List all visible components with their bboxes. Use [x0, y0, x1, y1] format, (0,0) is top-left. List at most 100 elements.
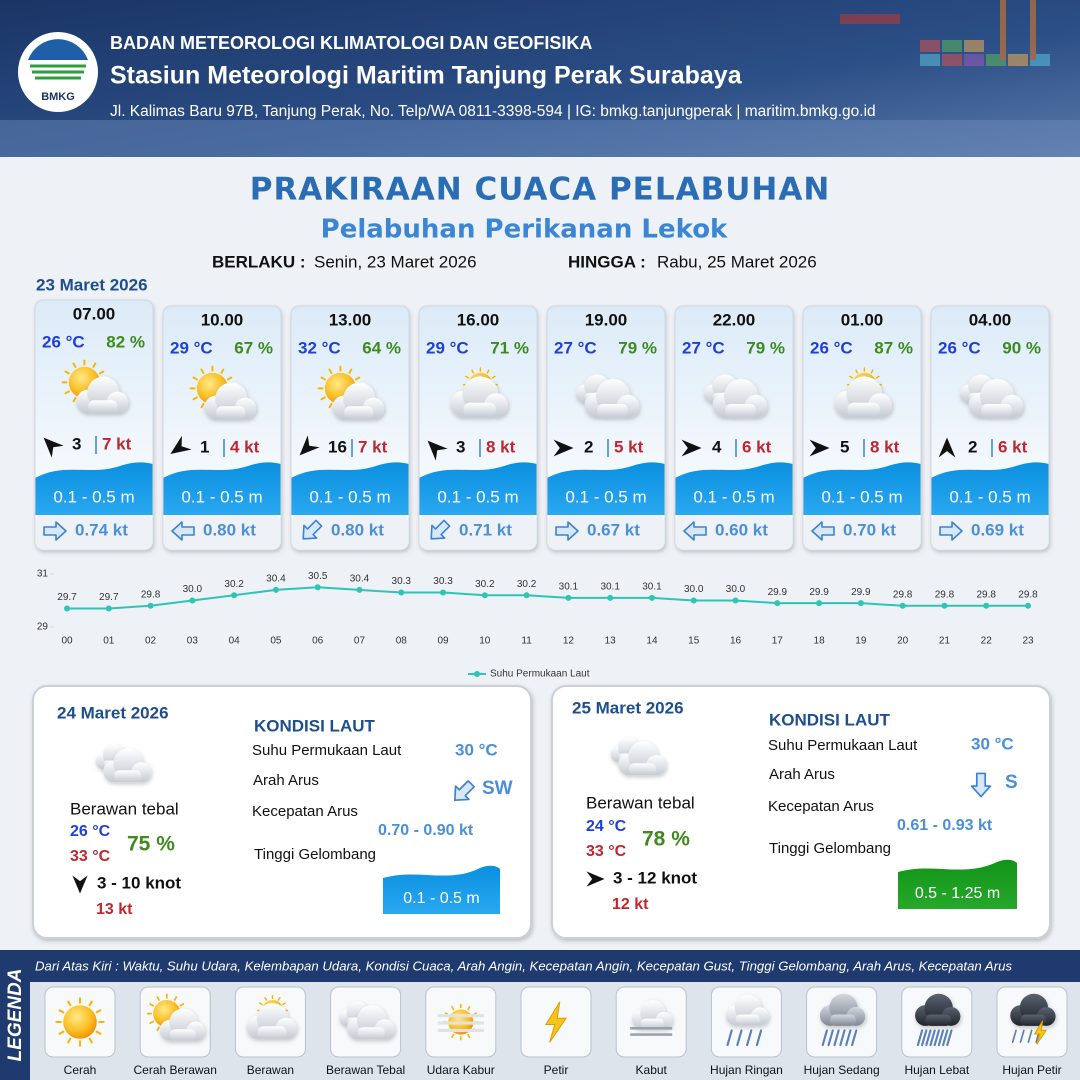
current-speed: 0.60 kt [715, 520, 768, 539]
value-label: 30.0 [183, 584, 203, 595]
sun-ray [226, 376, 233, 381]
sun-ray [451, 1033, 455, 1039]
sun-ray [72, 362, 77, 368]
organization: BADAN METEOROLOGI KLIMATOLOGI DAN GEOFIS… [110, 33, 592, 53]
wind-arrow [72, 875, 88, 894]
sun-ray [58, 1030, 65, 1035]
cloud [834, 376, 892, 418]
cloud-base [1020, 1014, 1047, 1026]
wave-height: 0.1 - 0.5 m [949, 487, 1030, 506]
day-date: 25 Maret 2026 [572, 698, 684, 717]
wave-height: 0.1 - 0.5 m [53, 487, 134, 506]
card-border [290, 305, 410, 551]
wind-speed: 3 [72, 434, 81, 453]
wind-arrow [809, 439, 830, 457]
sea-heading: KONDISI LAUT [769, 710, 891, 729]
value-label: 29.9 [809, 587, 829, 598]
rain-drop [942, 1029, 949, 1047]
wind-speed: 2 [968, 437, 977, 456]
rain-drop [755, 1029, 763, 1047]
legend-item [139, 986, 211, 1058]
cloud-base [725, 403, 756, 418]
value-label: 29.7 [57, 592, 77, 603]
sun-ray [72, 396, 77, 403]
rain-drop [827, 1029, 834, 1047]
humidity: 90 % [1002, 338, 1041, 357]
wave-height: 0.1 - 0.5 m [821, 487, 902, 506]
rain-drop [929, 1029, 936, 1047]
wind-speed: 5 [840, 437, 849, 456]
sun-ray [149, 1020, 155, 1025]
sun-ray [192, 376, 198, 381]
forecast-card [802, 305, 922, 551]
gust: 6 kt [998, 437, 1028, 456]
wave-shape [675, 462, 793, 515]
sun-ray [156, 1026, 160, 1032]
gust: 4 kt [230, 437, 260, 456]
condition: Berawan tebal [70, 799, 179, 818]
x-tick-label: 20 [897, 636, 909, 647]
temperature: 32 °C [298, 338, 341, 357]
x-tick-label: 22 [981, 636, 993, 647]
card-border [546, 305, 666, 551]
logo-stripes [30, 64, 86, 80]
value-label: 30.4 [266, 574, 286, 585]
sun-ray [486, 369, 490, 374]
card-footer [36, 515, 152, 549]
rain-drop [736, 1029, 743, 1047]
value-label: 30.0 [684, 584, 704, 595]
day-panel [551, 685, 1051, 939]
field-label: Tinggi Gelombang [769, 840, 891, 857]
sst-point [523, 592, 530, 599]
sun-ray [98, 370, 105, 375]
temp-min: 24 °C [586, 818, 627, 835]
wind-arrow [170, 435, 192, 455]
sst-point [356, 586, 363, 593]
sst: 30 °C [971, 734, 1014, 753]
x-tick-label: 02 [145, 636, 157, 647]
cloud [346, 1005, 395, 1040]
sst-point [983, 602, 990, 609]
forecast-card [546, 305, 666, 551]
rain-drop [833, 1029, 840, 1047]
temperature: 26 °C [42, 332, 85, 351]
rain-drop [845, 1029, 852, 1047]
sun-ray [64, 370, 70, 375]
rain-drop [946, 1029, 953, 1047]
wind-range: 3 - 12 knot [613, 868, 697, 887]
legend-description: Dari Atas Kiri : Waktu, Suhu Udara, Kele… [35, 958, 1012, 973]
cloud [204, 382, 257, 420]
sst-point [565, 594, 572, 601]
validity-to: Rabu, 25 Maret 2026 [657, 252, 817, 271]
x-tick-label: 16 [730, 636, 742, 647]
sun-ray [259, 1002, 263, 1006]
cloud [103, 748, 152, 783]
legend-item [710, 986, 782, 1058]
y-tick-label: 31 [37, 569, 49, 580]
cloud [1010, 993, 1056, 1026]
validity-label: HINGGA : [568, 252, 646, 271]
legend-item-label: Kabut [636, 1063, 668, 1077]
value-label: 30.2 [475, 579, 495, 590]
x-tick-label: 21 [939, 636, 951, 647]
temperature: 29 °C [170, 338, 213, 357]
sun-ray [264, 996, 268, 1001]
legend-item [996, 986, 1068, 1058]
wind-arrow [681, 439, 702, 457]
sun-ray [220, 368, 225, 374]
sst-point [440, 589, 447, 596]
time: 04.00 [969, 310, 1012, 329]
sst-point [857, 600, 864, 607]
forecast-card [418, 305, 538, 551]
x-tick-label: 17 [772, 636, 784, 647]
sun-ray [471, 369, 475, 374]
wave-box [383, 865, 500, 914]
today-date: 23 Maret 2026 [36, 275, 148, 294]
cloud [631, 1000, 673, 1029]
sst-point [690, 597, 697, 604]
legend-item-label: Hujan Ringan [710, 1063, 783, 1077]
forecast-card [930, 305, 1050, 551]
card-border [162, 305, 282, 551]
